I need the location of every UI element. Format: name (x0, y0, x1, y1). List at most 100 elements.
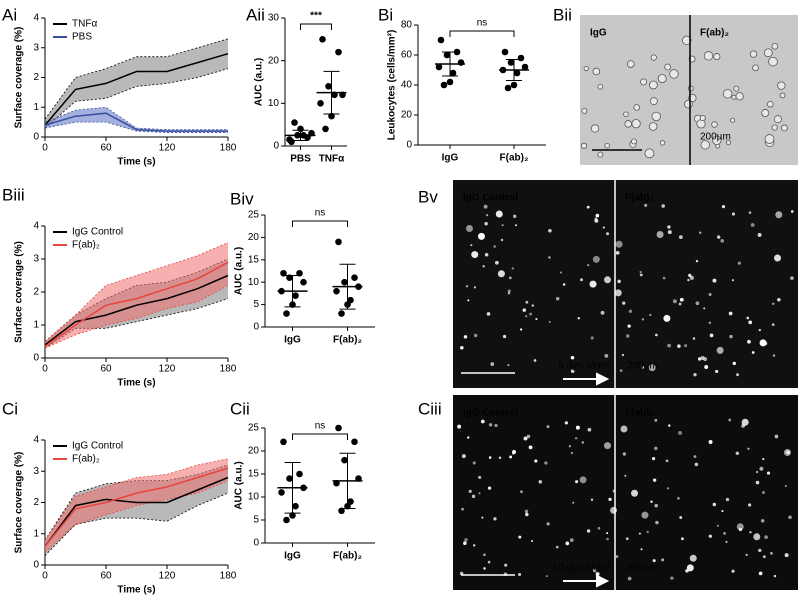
y-axis-label: AUC (a.u.) (254, 58, 265, 106)
cell (708, 440, 713, 444)
cell (535, 318, 538, 321)
data-point (296, 269, 303, 277)
cell (663, 314, 671, 322)
y-tick-label: 20 (248, 446, 260, 457)
cell (548, 320, 551, 323)
cell (733, 85, 740, 92)
y-axis-label: AUC (a.u.) (234, 461, 245, 509)
cell (756, 470, 759, 474)
cell (678, 430, 682, 435)
band (45, 38, 228, 129)
data-point (446, 78, 454, 86)
cell (581, 441, 585, 444)
cell (502, 334, 507, 339)
cell (651, 111, 661, 122)
cell (595, 213, 600, 218)
cell (644, 148, 655, 159)
cell (512, 452, 515, 455)
data-point (319, 36, 326, 43)
cell (650, 500, 653, 503)
cell (700, 140, 710, 150)
cell (497, 270, 505, 278)
cell (473, 544, 476, 547)
band-upper (44, 38, 229, 120)
mean-line (44, 52, 229, 126)
cell (715, 369, 719, 374)
cell (709, 333, 714, 338)
cell (696, 119, 706, 129)
cell (728, 311, 733, 316)
cell (590, 336, 594, 340)
cell (652, 478, 657, 482)
cell (481, 516, 484, 519)
cell (583, 65, 589, 72)
cell (657, 74, 667, 84)
panel-label: Ciii (418, 399, 442, 418)
x-tick-label: IgG (284, 335, 301, 346)
cell (679, 516, 683, 519)
cell (641, 511, 649, 519)
cell (493, 517, 497, 521)
cell (478, 475, 482, 479)
legend-label: F(ab)₂ (72, 454, 100, 465)
cell (761, 490, 765, 494)
cell (480, 419, 485, 424)
cell (522, 308, 527, 312)
cell (531, 304, 535, 307)
cell (572, 501, 575, 504)
cell (471, 494, 476, 499)
data-point (325, 82, 332, 90)
data-point (513, 69, 521, 77)
cell (661, 558, 665, 562)
y-tick-label: 0 (253, 322, 259, 333)
cell (592, 255, 600, 263)
cell (761, 109, 770, 118)
image-label-left: IgG Control (463, 408, 518, 419)
cell (568, 445, 572, 448)
cell (548, 228, 552, 233)
cell (627, 324, 631, 328)
cell (730, 117, 736, 123)
cell (461, 454, 466, 459)
cell (482, 265, 485, 268)
cell (703, 357, 708, 362)
cell (626, 60, 635, 68)
cell (775, 211, 783, 219)
error-bar (506, 59, 522, 81)
cell (525, 512, 529, 517)
cell (717, 235, 721, 239)
cell (731, 279, 734, 282)
y-tick-label: 0 (33, 353, 39, 364)
y-tick-label: 2 (33, 497, 39, 508)
data-point (292, 502, 299, 510)
y-tick-label: 40 (401, 80, 413, 91)
cell (518, 572, 522, 576)
cell (534, 459, 538, 463)
cell (784, 553, 789, 558)
panel-label: Cii (230, 399, 250, 418)
cell (763, 48, 773, 58)
cell (579, 476, 587, 484)
cell (465, 285, 469, 288)
cell (665, 459, 669, 463)
cell (597, 83, 604, 90)
x-tick-label: 180 (220, 364, 237, 375)
significance-bracket (449, 30, 515, 37)
cell (498, 456, 502, 459)
mean-line (44, 112, 228, 132)
cell (621, 353, 625, 357)
cell (650, 54, 657, 61)
data-point (341, 278, 348, 286)
cell (545, 575, 548, 578)
significance-label: ns (315, 421, 326, 432)
data-point (501, 48, 509, 56)
error-bar (339, 452, 356, 509)
cell (511, 267, 514, 270)
x-tick-label: 120 (159, 143, 176, 154)
cell (654, 418, 658, 422)
cell (735, 451, 740, 455)
cell (708, 293, 712, 297)
cell (652, 559, 656, 563)
cell (731, 212, 736, 216)
data-point (289, 512, 296, 519)
